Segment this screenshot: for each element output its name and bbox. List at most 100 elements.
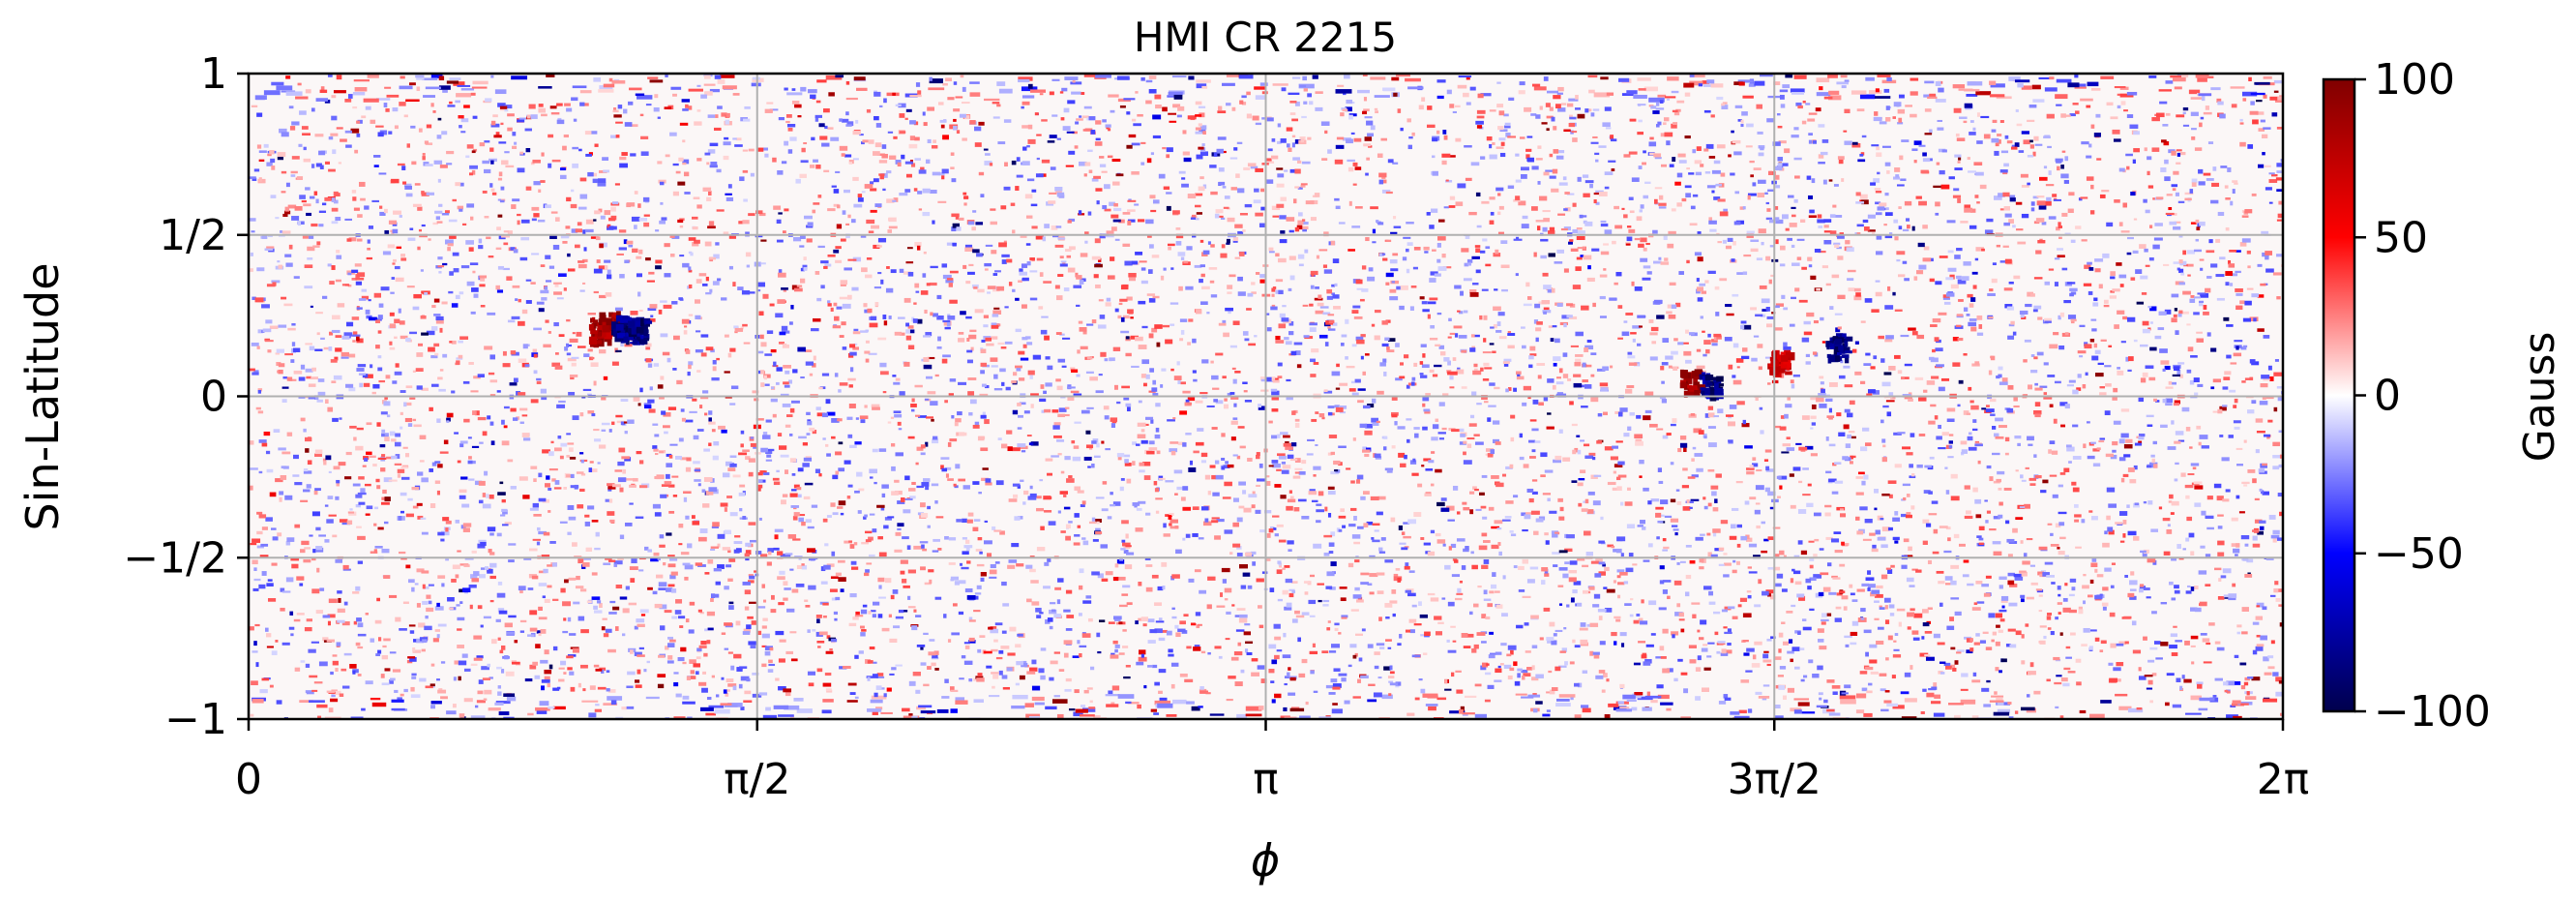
field-speckle: [1282, 305, 1287, 308]
field-speckle: [1053, 422, 1061, 426]
field-speckle: [551, 478, 556, 482]
field-speckle: [1055, 332, 1062, 335]
field-speckle: [1988, 613, 1996, 618]
field-speckle: [2256, 602, 2265, 608]
field-speckle: [2065, 646, 2071, 649]
field-speckle: [2117, 367, 2120, 370]
field-speckle: [951, 213, 960, 218]
field-speckle: [946, 242, 956, 246]
field-speckle: [1489, 143, 1493, 149]
field-speckle: [959, 677, 964, 680]
field-speckle: [1862, 219, 1869, 224]
field-speckle: [1883, 597, 1891, 603]
field-speckle: [808, 682, 814, 687]
field-speckle: [1076, 118, 1083, 121]
field-speckle: [1550, 287, 1555, 293]
field-speckle: [2266, 436, 2270, 439]
field-speckle: [1733, 221, 1741, 226]
field-speckle: [985, 153, 991, 156]
field-speckle: [776, 469, 780, 473]
field-speckle: [358, 476, 365, 480]
field-speckle: [1461, 349, 1467, 353]
field-speckle: [1488, 405, 1496, 407]
field-speckle: [1954, 154, 1962, 158]
field-speckle: [536, 380, 542, 384]
field-speckle: [1012, 447, 1021, 452]
field-speckle: [1353, 541, 1361, 545]
field-speckle: [310, 305, 313, 308]
field-speckle: [348, 353, 356, 358]
field-speckle: [1586, 339, 1592, 344]
field-speckle: [1532, 693, 1537, 696]
field-speckle: [1831, 274, 1840, 279]
field-speckle: [1557, 107, 1566, 112]
field-speckle: [983, 324, 989, 328]
field-speckle: [845, 97, 858, 101]
field-speckle: [870, 188, 877, 192]
field-speckle: [1051, 699, 1068, 704]
field-speckle: [280, 230, 283, 233]
field-speckle: [1278, 455, 1287, 460]
field-speckle: [2088, 143, 2092, 148]
field-speckle: [1586, 623, 1591, 627]
field-speckle: [689, 659, 696, 664]
field-speckle: [1504, 125, 1511, 129]
field-speckle: [1745, 534, 1750, 539]
field-speckle: [1557, 86, 1564, 92]
field-speckle: [560, 442, 568, 447]
field-speckle: [1521, 224, 1529, 229]
field-speckle: [1732, 507, 1739, 511]
field-speckle: [1933, 633, 1940, 639]
field-speckle: [1610, 138, 1617, 142]
field-speckle: [1562, 176, 1567, 181]
field-speckle: [2092, 448, 2100, 452]
field-speckle: [1991, 695, 2004, 698]
field-speckle: [1335, 144, 1345, 149]
field-speckle: [582, 388, 592, 391]
field-speckle: [1577, 176, 1582, 182]
field-speckle: [275, 478, 283, 483]
field-speckle: [1700, 619, 1707, 625]
field-speckle: [1973, 162, 1983, 166]
field-speckle: [1279, 215, 1287, 220]
field-speckle: [1745, 670, 1753, 673]
field-speckle: [1281, 461, 1287, 465]
field-speckle: [328, 346, 333, 351]
field-speckle: [353, 436, 357, 441]
field-speckle: [1352, 183, 1357, 186]
field-speckle: [331, 380, 337, 383]
field-speckle: [1289, 707, 1305, 712]
field-speckle: [1306, 453, 1314, 456]
field-speckle: [1846, 412, 1853, 418]
field-speckle: [1495, 187, 1504, 192]
field-speckle: [548, 664, 553, 670]
field-speckle: [1765, 468, 1775, 472]
field-speckle: [1155, 105, 1162, 109]
field-speckle: [478, 679, 484, 684]
field-speckle: [1139, 462, 1144, 466]
field-speckle: [2235, 447, 2243, 450]
field-speckle: [463, 105, 470, 108]
field-speckle: [1332, 703, 1338, 706]
field-speckle: [1029, 493, 1037, 497]
field-speckle: [1978, 324, 1983, 329]
field-speckle: [2142, 552, 2147, 557]
field-speckle: [1336, 136, 1345, 140]
field-speckle: [2190, 586, 2195, 591]
field-speckle: [2068, 379, 2076, 383]
field-speckle: [1342, 525, 1347, 528]
field-speckle: [1533, 86, 1547, 91]
field-speckle: [1310, 670, 1315, 675]
field-speckle: [1438, 345, 1445, 349]
field-speckle: [1981, 687, 1990, 692]
field-speckle: [1492, 142, 1495, 145]
field-speckle: [1894, 354, 1901, 359]
field-speckle: [440, 538, 445, 542]
field-speckle: [2045, 184, 2055, 187]
field-speckle: [1666, 433, 1672, 436]
field-speckle: [2270, 534, 2280, 539]
field-speckle: [2171, 420, 2175, 425]
field-speckle: [1497, 665, 1501, 669]
field-speckle: [617, 105, 623, 109]
field-speckle: [519, 619, 527, 623]
